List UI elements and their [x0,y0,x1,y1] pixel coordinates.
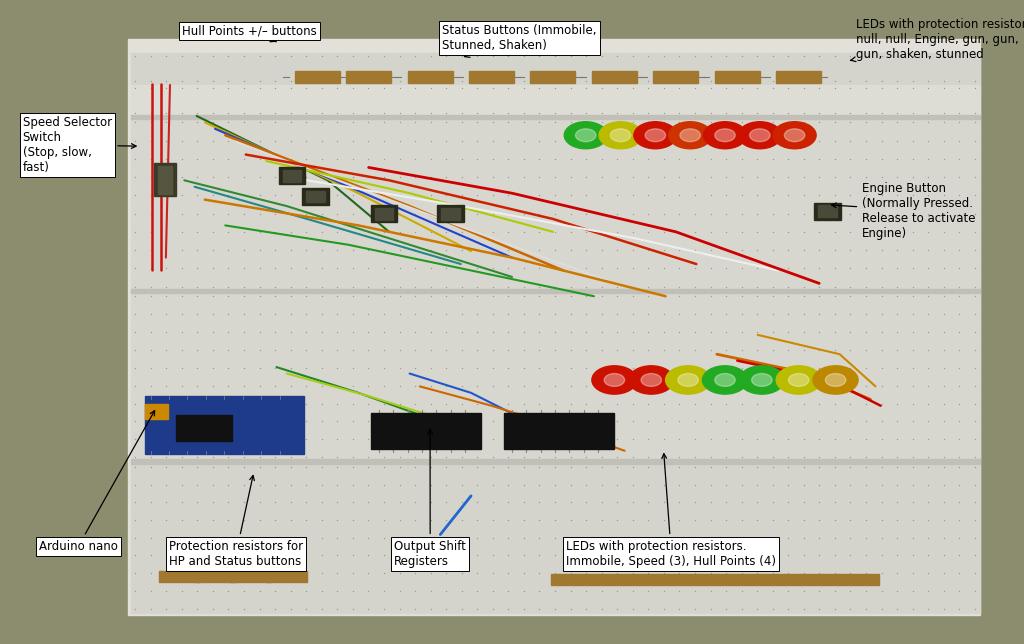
Text: Status Buttons (Immobile,
Stunned, Shaken): Status Buttons (Immobile, Stunned, Shake… [442,24,597,57]
Circle shape [599,122,642,149]
Text: LEDs with protection resistors.
null, null, Engine, gun, gun,
gun, shaken, stunn: LEDs with protection resistors. null, nu… [850,18,1024,62]
Bar [371,413,481,449]
Bar [302,188,329,205]
Bar [437,205,464,222]
Bar [776,71,821,83]
Text: Arduino nano: Arduino nano [39,411,155,553]
Circle shape [678,374,698,386]
Text: Hull Points +/– buttons: Hull Points +/– buttons [182,24,317,42]
Bar [375,208,393,220]
Text: Speed Selector
Switch
(Stop, slow,
fast): Speed Selector Switch (Stop, slow, fast) [23,116,136,174]
Circle shape [629,366,674,394]
Circle shape [575,129,596,142]
Bar [551,574,592,585]
Circle shape [738,122,781,149]
Bar [408,71,453,83]
Circle shape [784,129,805,142]
Bar [131,459,980,464]
Bar [818,205,837,217]
Bar [838,574,879,585]
Bar [306,191,325,202]
Bar [674,574,715,585]
Circle shape [813,366,858,394]
Circle shape [680,129,700,142]
Circle shape [825,374,846,386]
Bar [176,415,232,441]
Bar [592,574,633,585]
Bar [195,571,236,582]
Bar [633,574,674,585]
Circle shape [715,129,735,142]
Bar [128,39,980,615]
Bar [469,71,514,83]
Bar [279,167,305,184]
Bar [715,71,760,83]
Bar [131,464,980,613]
Circle shape [610,129,631,142]
Bar [131,115,980,119]
Circle shape [592,366,637,394]
Bar [715,574,756,585]
Circle shape [645,129,666,142]
Bar [145,396,304,454]
Bar [346,71,391,83]
Circle shape [634,122,677,149]
Circle shape [773,122,816,149]
Bar [504,413,614,449]
Text: Engine Button
(Normally Pressed.
Release to activate
Engine): Engine Button (Normally Pressed. Release… [831,182,976,240]
Circle shape [703,122,746,149]
Text: LEDs with protection resistors.
Immobile, Speed (3), Hull Points (4): LEDs with protection resistors. Immobile… [566,453,776,567]
Bar [797,574,838,585]
Bar [592,71,637,83]
Bar [653,71,698,83]
Bar [131,119,980,290]
Bar [131,289,980,293]
Bar [756,574,797,585]
Circle shape [752,374,772,386]
Bar [159,571,200,582]
Bar [295,71,340,83]
Circle shape [788,374,809,386]
Bar [145,404,168,419]
Bar [530,71,575,83]
Circle shape [750,129,770,142]
Text: Protection resistors for
HP and Status buttons: Protection resistors for HP and Status b… [169,475,303,567]
Circle shape [776,366,821,394]
Text: Output Shift
Registers: Output Shift Registers [394,429,466,567]
Circle shape [641,374,662,386]
Bar [441,208,460,220]
Bar [131,293,980,460]
Circle shape [666,366,711,394]
Circle shape [739,366,784,394]
Bar [230,571,271,582]
Circle shape [564,122,607,149]
Bar [283,170,301,182]
Bar [371,205,397,222]
Bar [266,571,307,582]
Circle shape [669,122,712,149]
Bar [131,85,980,116]
Circle shape [715,374,735,386]
Bar [154,163,176,196]
Bar [814,203,841,220]
Circle shape [604,374,625,386]
Bar [131,53,980,84]
Circle shape [702,366,748,394]
Bar [158,166,172,194]
